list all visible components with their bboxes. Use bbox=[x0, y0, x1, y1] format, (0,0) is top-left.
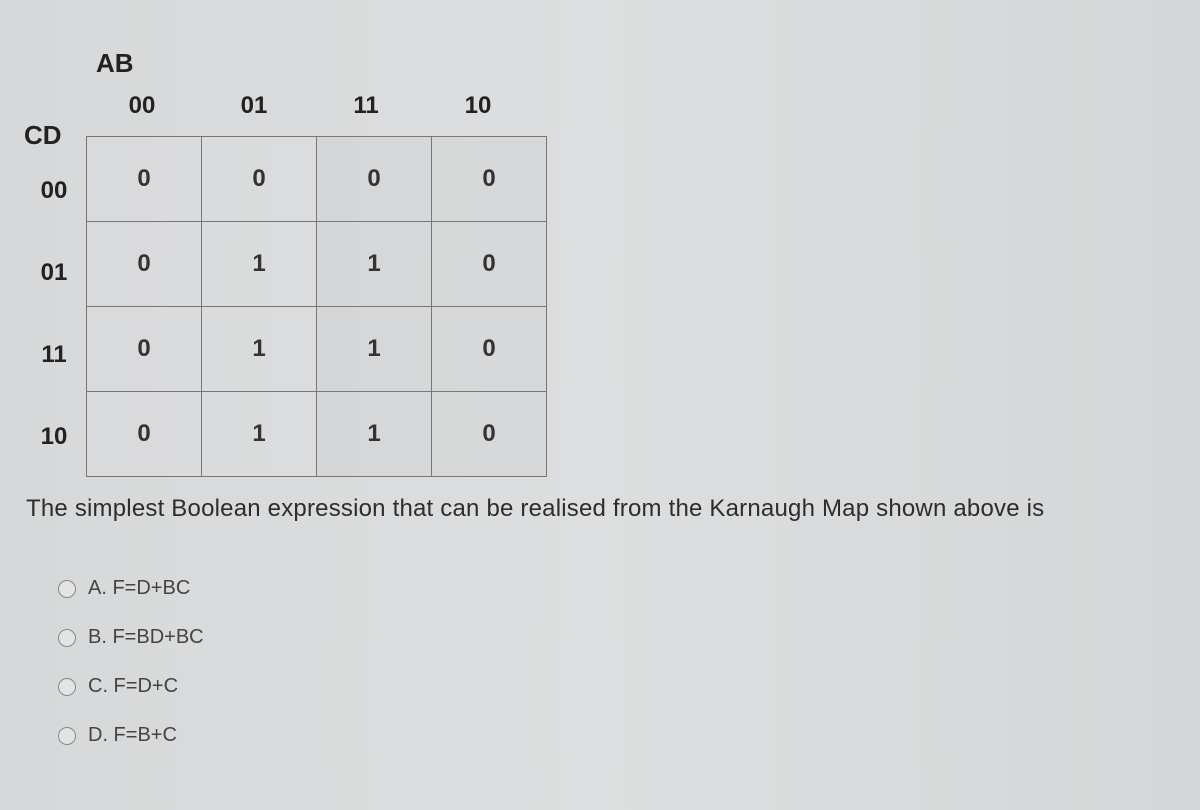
kmap-row: 0 1 1 0 bbox=[87, 222, 547, 307]
kmap-col-var-label: AB bbox=[96, 48, 134, 79]
kmap-cell: 0 bbox=[432, 307, 547, 392]
kmap-cell: 1 bbox=[202, 392, 317, 477]
kmap-cell: 1 bbox=[202, 307, 317, 392]
radio-icon bbox=[58, 580, 76, 598]
kmap-cell: 1 bbox=[202, 222, 317, 307]
kmap-col-header: 01 bbox=[198, 92, 310, 120]
kmap-cell: 0 bbox=[432, 222, 547, 307]
option-label: D. F=B+C bbox=[88, 724, 177, 747]
kmap-row-header: 11 bbox=[28, 314, 80, 396]
kmap-row: 0 1 1 0 bbox=[87, 307, 547, 392]
kmap-row: 0 0 0 0 bbox=[87, 137, 547, 222]
option-label: B. F=BD+BC bbox=[88, 626, 204, 649]
kmap-grid: 0 0 0 0 0 1 1 0 0 1 1 0 0 1 1 0 bbox=[86, 136, 547, 477]
kmap-cell: 0 bbox=[317, 137, 432, 222]
kmap-row-headers: 00 01 11 10 bbox=[28, 150, 80, 478]
kmap-row-header: 10 bbox=[28, 396, 80, 478]
option-b[interactable]: B. F=BD+BC bbox=[58, 626, 1180, 649]
kmap-cell: 1 bbox=[317, 392, 432, 477]
kmap-col-header: 00 bbox=[86, 92, 198, 120]
kmap-cell: 0 bbox=[432, 392, 547, 477]
kmap-row-header: 00 bbox=[28, 150, 80, 232]
radio-icon bbox=[58, 727, 76, 745]
kmap-cell: 0 bbox=[87, 392, 202, 477]
option-c[interactable]: C. F=D+C bbox=[58, 675, 1180, 698]
kmap-row-var-label: CD bbox=[24, 120, 62, 151]
quiz-page: AB CD 00 01 11 10 00 01 11 10 0 0 0 0 0 … bbox=[0, 0, 1200, 810]
option-d[interactable]: D. F=B+C bbox=[58, 724, 1180, 747]
kmap-cell: 0 bbox=[87, 137, 202, 222]
options-list: A. F=D+BC B. F=BD+BC C. F=D+C D. F=B+C bbox=[20, 577, 1180, 747]
radio-icon bbox=[58, 678, 76, 696]
option-label: C. F=D+C bbox=[88, 675, 178, 698]
kmap-col-header: 10 bbox=[422, 92, 534, 120]
kmap-row: 0 1 1 0 bbox=[87, 392, 547, 477]
kmap-col-headers: 00 01 11 10 bbox=[86, 92, 534, 120]
question-text: The simplest Boolean expression that can… bbox=[20, 495, 1180, 523]
kmap-cell: 1 bbox=[317, 222, 432, 307]
kmap-cell: 0 bbox=[87, 222, 202, 307]
kmap-col-header: 11 bbox=[310, 92, 422, 120]
kmap-cell: 0 bbox=[432, 137, 547, 222]
option-a[interactable]: A. F=D+BC bbox=[58, 577, 1180, 600]
kmap-cell: 0 bbox=[202, 137, 317, 222]
radio-icon bbox=[58, 629, 76, 647]
kmap-cell: 1 bbox=[317, 307, 432, 392]
option-label: A. F=D+BC bbox=[88, 577, 190, 600]
kmap-row-header: 01 bbox=[28, 232, 80, 314]
kmap-cell: 0 bbox=[87, 307, 202, 392]
